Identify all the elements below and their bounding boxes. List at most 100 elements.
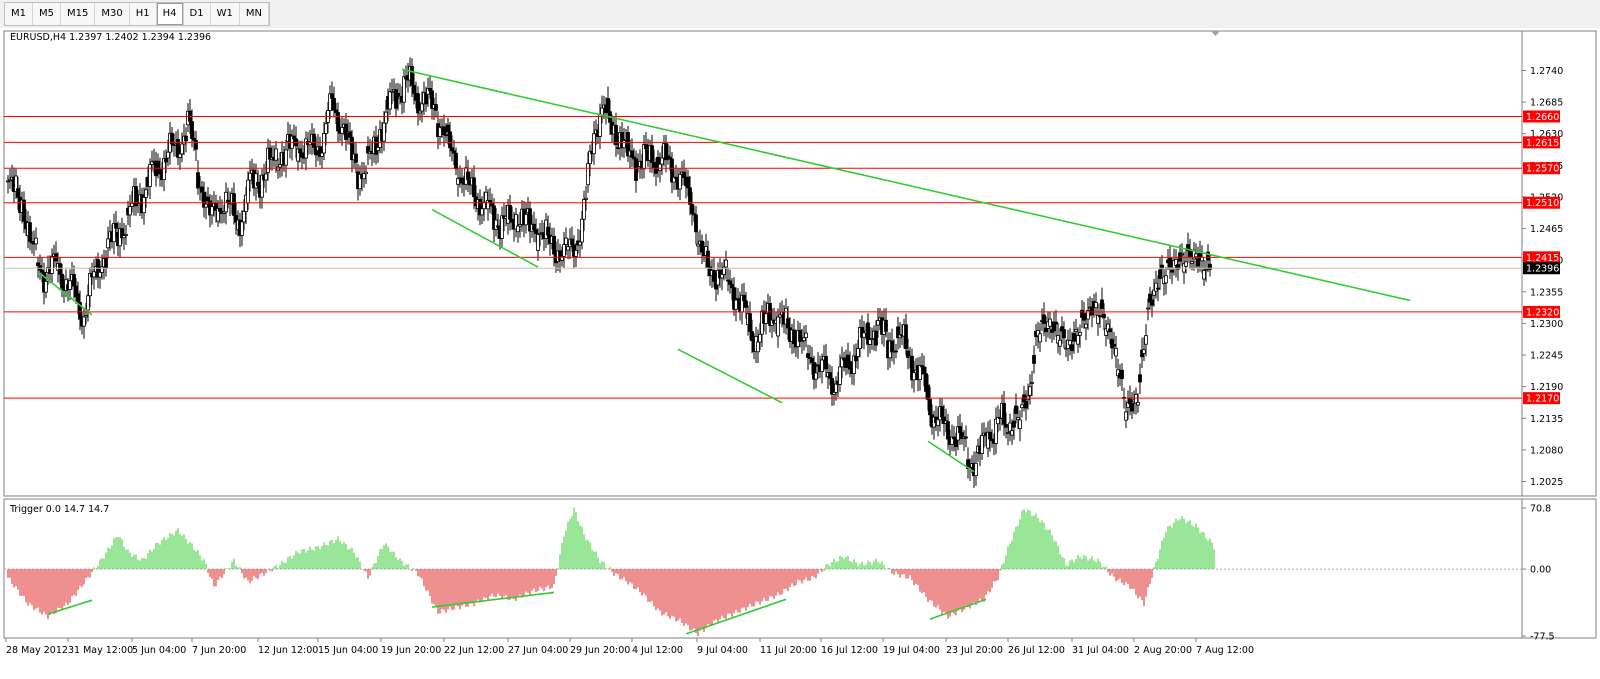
time-tick-label: 26 Jul 12:00 (1008, 645, 1065, 656)
price-tick-label: 1.2245 (1530, 351, 1563, 362)
price-tick-label: 1.2355 (1530, 287, 1563, 298)
trendline[interactable] (431, 208, 539, 268)
candle (434, 92, 438, 118)
oscillator-histogram (7, 507, 1215, 637)
candle (724, 250, 728, 280)
timeframe-button-m15[interactable]: M15 (61, 3, 96, 25)
trendline[interactable] (401, 68, 1411, 302)
timeframe-button-m5[interactable]: M5 (33, 3, 61, 25)
trendline[interactable] (677, 348, 783, 404)
candle (1144, 324, 1148, 357)
oscillator-axis-ticks: 70.8 0.00 -77.5 (4, 504, 1555, 643)
price-tick-label: 1.2740 (1530, 66, 1563, 77)
level-label-box (1523, 136, 1560, 149)
time-tick-label: 27 Jun 04:00 (508, 645, 568, 656)
level-label-text: 1.2320 (1526, 307, 1559, 318)
candle (1030, 370, 1034, 397)
timeframe-button-h4[interactable]: H4 (156, 3, 184, 25)
osc-trendline[interactable] (431, 591, 555, 608)
price-tick-label: 1.2685 (1530, 98, 1563, 109)
candle (964, 425, 968, 448)
level-label-box (1523, 110, 1560, 123)
candle (124, 224, 128, 246)
level-label-box (1523, 305, 1560, 318)
oscillator-title: Trigger 0.0 14.7 14.7 (9, 504, 109, 515)
candlestick-series (6, 57, 1212, 488)
timeframe-button-h1[interactable]: H1 (130, 3, 157, 25)
level-label-text: 1.2660 (1526, 112, 1559, 123)
candle (148, 158, 152, 200)
time-tick-label: 16 Jul 12:00 (821, 645, 878, 656)
level-label-text: 1.2415 (1526, 253, 1559, 264)
candle (1136, 393, 1140, 413)
time-tick-label: 31 Jul 04:00 (1072, 645, 1129, 656)
price-tick-label: 1.2025 (1530, 477, 1563, 488)
timeframe-button-w1[interactable]: W1 (211, 3, 240, 25)
level-label-box (1523, 196, 1560, 209)
time-tick-label: 22 Jun 12:00 (444, 645, 504, 656)
candle (894, 343, 898, 359)
price-tick-label: 1.2465 (1530, 224, 1563, 235)
osc-tick-label: -77.5 (1530, 632, 1555, 643)
timeframe-button-mn[interactable]: MN (240, 3, 269, 25)
candle (1184, 249, 1188, 274)
candle (1012, 408, 1016, 440)
price-tick-label: 1.2190 (1530, 382, 1563, 393)
osc-trendline[interactable] (929, 598, 987, 620)
candle (34, 227, 38, 251)
candle (184, 127, 188, 153)
time-tick-label: 7 Jun 20:00 (192, 645, 246, 656)
timeframe-button-m1[interactable]: M1 (5, 3, 33, 25)
candle (1138, 363, 1142, 395)
candle (274, 141, 278, 173)
osc-trendline[interactable] (47, 599, 93, 615)
candle (804, 324, 808, 348)
price-tick-label: 1.2300 (1530, 319, 1563, 330)
timeframe-toolbar: M1 M5 M15 M30 H1 H4 D1 W1 MN (0, 0, 1600, 29)
current-price-label-box (1523, 262, 1560, 275)
time-tick-label: 11 Jul 20:00 (760, 645, 817, 656)
timeframe-button-m30[interactable]: M30 (95, 3, 130, 25)
timeframe-button-group: M1 M5 M15 M30 H1 H4 D1 W1 MN (4, 2, 270, 26)
osc-tick-label: 70.8 (1530, 504, 1551, 515)
trendline[interactable] (927, 440, 975, 473)
time-axis: 28 May 2012 31 May 12:005 Jun 04:00 7 Jun … (5, 638, 1254, 656)
candle (744, 292, 748, 320)
candle (194, 130, 198, 162)
chart-window[interactable]: 1.27401.26851.26301.25751.25201.24651.24… (0, 28, 1600, 675)
price-chart-title: EURUSD,H4 1.2397 1.2402 1.2394 1.2396 (10, 32, 211, 43)
price-tick-label: 1.2630 (1530, 129, 1563, 140)
osc-trendline[interactable] (685, 598, 787, 635)
level-label-text: 1.2510 (1526, 198, 1559, 209)
indicator-axis-area (1521, 498, 1597, 639)
price-trendlines (39, 68, 1411, 473)
candle (904, 313, 908, 356)
candle (1062, 321, 1066, 349)
level-label-box (1523, 162, 1560, 175)
time-tick-label: 23 Jul 20:00 (946, 645, 1003, 656)
candle (776, 308, 780, 348)
candle (694, 205, 698, 245)
candle (284, 139, 288, 178)
level-label-box (1523, 251, 1560, 264)
price-pane-border (3, 30, 1523, 497)
oscillator-trendlines (47, 591, 987, 635)
candle (1114, 335, 1118, 369)
time-tick-label: 31 May 12:00 (68, 645, 133, 656)
time-tick-label: 9 Jul 04:00 (697, 645, 748, 656)
chart-shift-marker[interactable] (1211, 31, 1220, 36)
candle (1018, 410, 1022, 442)
indicator-pane-border (3, 498, 1523, 639)
level-label-box (1523, 392, 1560, 405)
candle (402, 70, 406, 113)
candle (78, 290, 82, 331)
trendline[interactable] (39, 272, 93, 316)
candle (1102, 303, 1106, 331)
time-tick-label: 5 Jun 04:00 (132, 645, 186, 656)
timeframe-button-d1[interactable]: D1 (184, 3, 211, 25)
candle (614, 112, 618, 157)
candle (874, 320, 878, 352)
time-tick-label: 12 Jun 12:00 (258, 645, 318, 656)
level-label-text: 1.2615 (1526, 138, 1559, 149)
chart-svg[interactable]: 1.27401.26851.26301.25751.25201.24651.24… (0, 28, 1600, 675)
